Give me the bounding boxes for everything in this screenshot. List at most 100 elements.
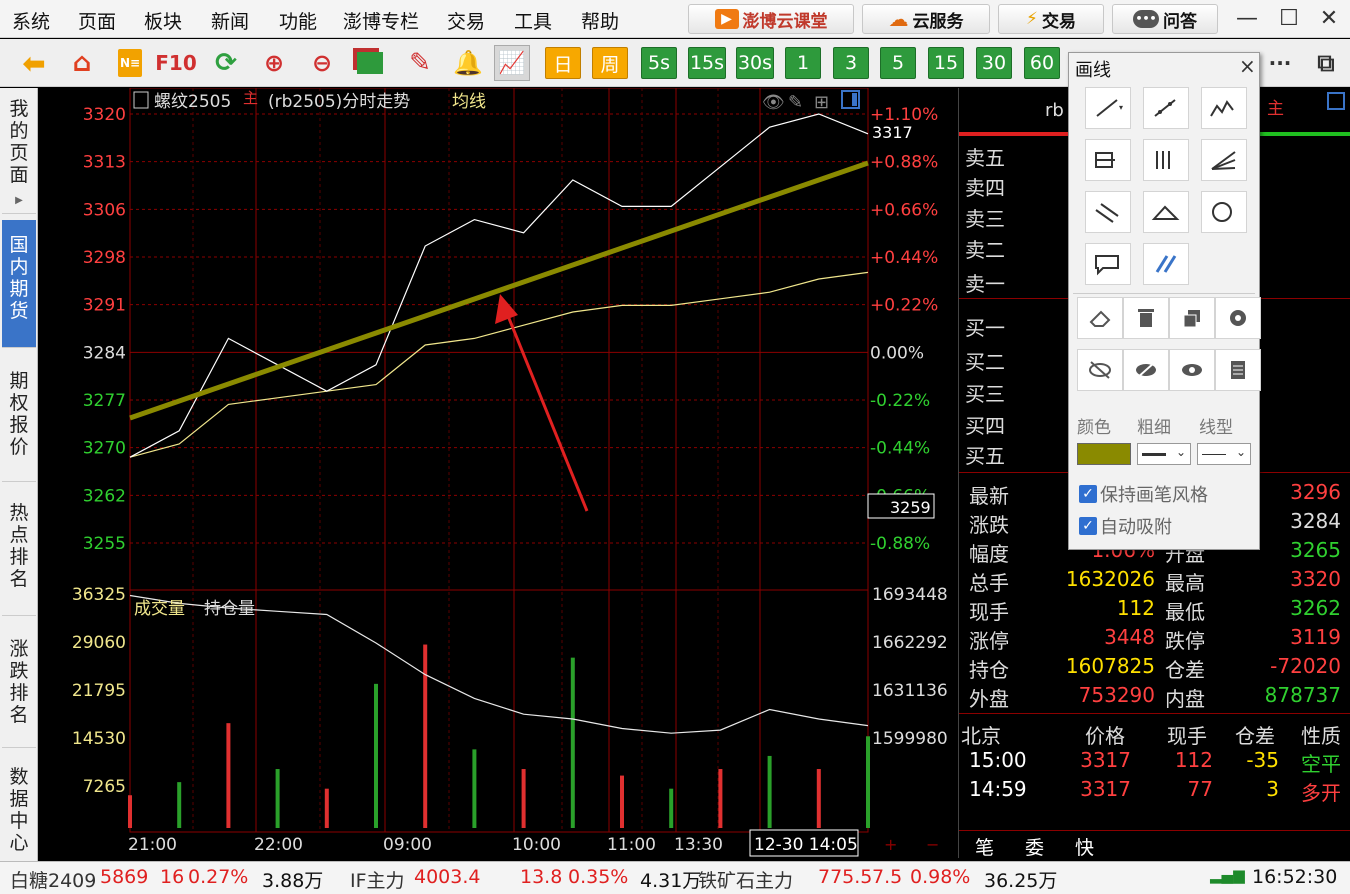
period-week[interactable]: 周 [592,47,628,79]
minimize-icon[interactable]: — [1236,6,1258,31]
period-day[interactable]: 日 [545,47,581,79]
keep-style-checkbox[interactable]: ✓ 保持画笔风格 [1079,481,1208,507]
volume-tick: 14530 [72,729,126,749]
menu-sector[interactable]: 板块 [144,11,183,33]
hide-eye-slash-icon[interactable] [1077,349,1123,391]
line-style-select[interactable]: ⌄ [1197,443,1251,465]
nav-options[interactable]: 期权报价 [2,354,36,482]
qa-button[interactable]: ••• 问答 [1112,4,1218,34]
ticker-price: 775.5 [818,866,873,888]
zoom-out-icon[interactable]: ⊖ [311,49,333,77]
eraser-icon[interactable] [1077,297,1123,339]
list-icon[interactable] [1215,349,1261,391]
refresh-icon[interactable]: ⟳ [215,48,237,78]
circle-tool-icon[interactable] [1201,191,1247,233]
fan-lines-tool-icon[interactable] [1201,139,1247,181]
wave-tool-icon[interactable] [1201,87,1247,129]
classroom-button[interactable]: ▶ 澎博云课堂 [688,4,854,34]
zoom-minus-button[interactable]: − [926,835,939,854]
period-3m[interactable]: 3 [833,47,869,79]
chart-code-label: (rb2505)分时走势 [268,92,410,112]
period-5m[interactable]: 5 [880,47,916,79]
collapse-box-icon[interactable] [133,91,149,109]
tab-fast[interactable]: 快 [1075,837,1095,859]
settings-gear-icon[interactable] [1215,297,1261,339]
period-5s[interactable]: 5s [641,47,677,79]
sidebar-toggle-icon[interactable]: ⧉ [1317,49,1335,77]
check-icon: ✓ [1079,485,1097,503]
more-button[interactable]: ··· [1268,51,1292,75]
chart-svg[interactable]: 3320 3313 3306 3298 3291 3284 3277 3270 3262 3255… [38,87,958,858]
draw-line-icon[interactable]: 📈 [494,45,530,81]
color-swatch[interactable] [1077,443,1131,465]
drawn-trend-line[interactable] [129,160,869,421]
zoom-plus-button[interactable]: + [884,835,897,854]
show-eye-icon[interactable] [1169,349,1215,391]
auto-snap-checkbox[interactable]: ✓ 自动吸附 [1079,513,1172,539]
layout-grid-icon[interactable]: ⊞ [814,92,829,113]
notes-icon[interactable]: N≡ [112,45,148,81]
menu-function[interactable]: 功能 [279,11,318,33]
tab-orders[interactable]: 委 [1025,837,1045,859]
marker-tool-icon[interactable] [1143,243,1189,285]
copy-icon[interactable] [1169,297,1215,339]
trade-time: 15:00 [969,748,1027,772]
nav-my-page[interactable]: 我的页面 ▶ [2,94,36,214]
edit-pencil-icon[interactable]: ✎ [788,92,803,113]
triangle-tool-icon[interactable] [1143,191,1189,233]
ask-4-label: 卖四 [965,176,1005,200]
drawpanel-close-button[interactable]: × [1239,54,1256,78]
f10-button[interactable]: F10 [155,51,197,75]
menu-system[interactable]: 系统 [12,11,51,33]
trash-icon[interactable] [1123,297,1169,339]
menu-help[interactable]: 帮助 [581,11,620,33]
menu-tools[interactable]: 工具 [514,11,553,33]
price-tick: 3262 [83,486,126,506]
bid-3-label: 买三 [965,382,1005,406]
alarm-bell-icon[interactable]: 🔔 [453,49,483,77]
percent-axis: +1.10% +0.88% +0.66% +0.44% +0.22% 0.00% -0.22… [870,105,938,554]
close-icon[interactable]: ✕ [1319,6,1339,31]
maximize-icon[interactable]: ☐ [1279,6,1299,31]
trade-button[interactable]: ⚡ 交易 [998,4,1104,34]
hide-all-icon[interactable] [1123,349,1169,391]
panel-expand-icon[interactable] [1327,92,1345,110]
cycle-lines-tool-icon[interactable] [1143,139,1189,181]
period-15s[interactable]: 15s [688,47,726,79]
back-arrow-icon[interactable]: ⬅ [22,46,46,80]
nav-change-rank[interactable]: 涨跌排名 [2,622,36,748]
menu-trade[interactable]: 交易 [447,11,486,33]
menu-page[interactable]: 页面 [78,11,117,33]
nav-hot-rank[interactable]: 热点排名 [2,488,36,616]
zoom-in-icon[interactable]: ⊕ [263,49,285,77]
panel-toggle-icon[interactable] [841,90,860,109]
straight-line-tool-icon[interactable]: ▾ [1085,87,1131,129]
period-15m[interactable]: 15 [928,47,964,79]
oi-tick: 1693448 [872,585,948,605]
period-30m[interactable]: 30 [976,47,1012,79]
windows-icon[interactable] [352,45,388,81]
cloud-service-button[interactable]: ☁ 云服务 [862,4,990,34]
open-interest-line [129,594,869,734]
ticker-change: 13.8 [520,866,563,888]
drawpanel-title: 画线 [1075,60,1111,81]
nav-data-center[interactable]: 数据中心 [2,754,36,860]
menu-column[interactable]: 澎博专栏 [343,11,420,33]
line-width-select[interactable]: ⌄ [1137,443,1191,465]
hide-eye-icon[interactable]: 👁 [762,92,785,113]
menu-news[interactable]: 新闻 [211,11,250,33]
pen-icon[interactable]: ✎ [409,48,431,78]
home-icon[interactable]: ⌂ [72,48,92,78]
nav-domestic-futures[interactable]: 国内期货 [2,220,36,348]
period-30s[interactable]: 30s [736,47,774,79]
fibonacci-tool-icon[interactable] [1085,139,1131,181]
intraday-chart[interactable]: 3320 3313 3306 3298 3291 3284 3277 3270 3262 3255… [38,87,958,858]
channel-tool-icon[interactable] [1085,191,1131,233]
text-callout-tool-icon[interactable] [1085,243,1131,285]
tab-ticks[interactable]: 笔 [975,837,995,859]
drawing-tools-panel: 画线 × ▾ 颜色 粗细 线型 ⌄ ⌄ ✓ 保持画笔风格 ✓ 自动吸附 [1068,52,1261,550]
period-1m[interactable]: 1 [785,47,821,79]
volume-tick: 7265 [83,777,126,797]
period-60m[interactable]: 60 [1024,47,1060,79]
parallel-line-tool-icon[interactable] [1143,87,1189,129]
